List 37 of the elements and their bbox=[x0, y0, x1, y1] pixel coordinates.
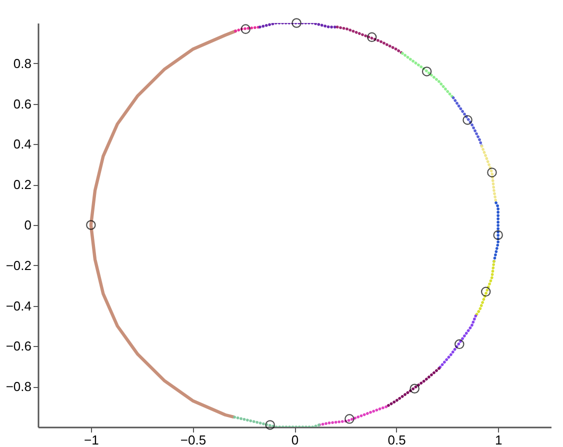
point bbox=[240, 24, 251, 34]
x-tick-label: 0 bbox=[291, 432, 299, 447]
y-tick-label: 0.4 bbox=[13, 136, 32, 152]
y-tick-label: 0.2 bbox=[13, 177, 32, 192]
line-series bbox=[480, 144, 498, 204]
y-tick-label: −0.2 bbox=[6, 258, 32, 273]
y-tick-label: −0.4 bbox=[6, 298, 32, 314]
point bbox=[86, 220, 96, 230]
point bbox=[480, 286, 491, 297]
point bbox=[422, 66, 432, 76]
y-tick-label: −0.6 bbox=[6, 338, 32, 354]
point bbox=[487, 168, 497, 178]
y-tick-label: 0.8 bbox=[13, 56, 32, 71]
line-series bbox=[336, 26, 404, 55]
point bbox=[265, 420, 275, 430]
x-tick-label: −1 bbox=[84, 432, 99, 447]
y-tick-label: 0 bbox=[24, 218, 32, 232]
y-tick-label: −0.8 bbox=[6, 379, 32, 394]
line-series bbox=[384, 367, 440, 408]
point bbox=[410, 384, 420, 394]
x-tick-label: 0.5 bbox=[388, 432, 406, 447]
line-series bbox=[452, 96, 484, 148]
line-series bbox=[400, 52, 455, 100]
point bbox=[493, 230, 503, 240]
point bbox=[454, 339, 464, 350]
line-series bbox=[438, 314, 478, 370]
x-tick-label: −0.5 bbox=[180, 432, 206, 447]
point bbox=[462, 115, 472, 125]
point bbox=[366, 32, 377, 42]
line-series bbox=[232, 416, 320, 427]
point bbox=[292, 18, 302, 28]
point bbox=[344, 414, 354, 424]
line-series bbox=[318, 405, 388, 426]
line-series bbox=[474, 260, 496, 318]
y-tick-label: 0.6 bbox=[13, 96, 32, 112]
x-tick-label: 1 bbox=[494, 432, 502, 447]
line-series bbox=[89, 29, 238, 418]
